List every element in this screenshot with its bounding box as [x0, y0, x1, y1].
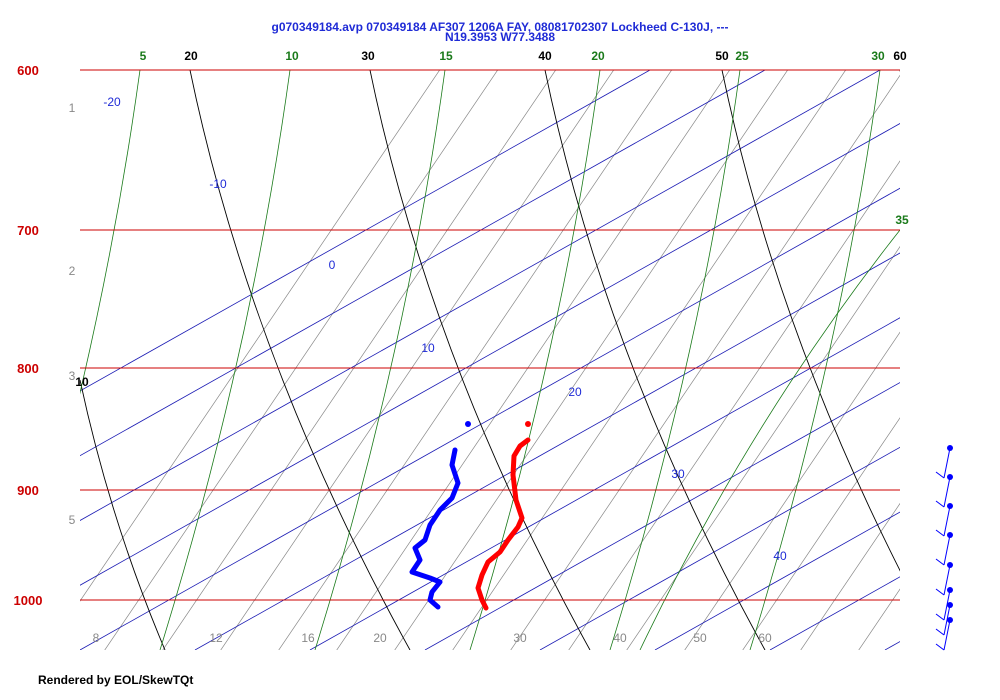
footer-credit: Rendered by EOL/SkewTQt	[38, 673, 194, 687]
dewpoint-point	[465, 421, 471, 427]
pressure-label: 600	[17, 63, 39, 78]
pressure-label: 1000	[14, 593, 43, 608]
isotherm-label: 30	[671, 467, 685, 481]
dry-adiabat-label: 60	[893, 49, 907, 63]
mixing-ratio-line	[104, 70, 499, 650]
isotherm-label: -20	[103, 95, 121, 109]
moist-adiabat-label: 5	[140, 49, 147, 63]
dry-adiabat-label: 30	[361, 49, 375, 63]
dry-adiabat-label: 50	[715, 49, 729, 63]
moist-adiabat-label: 15	[439, 49, 453, 63]
moist-adiabat-label: 20	[591, 49, 605, 63]
isotherm-label: 20	[568, 385, 582, 399]
mixing-ratio-label: 5	[69, 513, 76, 527]
wind-barb-flag	[935, 529, 945, 537]
mixing-ratio-line	[80, 70, 441, 602]
mixing-ratio-line	[910, 40, 1000, 660]
wind-barb-flag	[935, 628, 945, 636]
mixing-ratio-label: 20	[373, 631, 387, 645]
mixing-ratio-line	[220, 70, 615, 650]
moist-adiabat	[314, 70, 446, 650]
isotherm-line	[194, 252, 900, 650]
mixing-ratio-line	[336, 70, 731, 650]
isotherm-line	[80, 70, 651, 392]
dry-adiabat	[544, 70, 766, 650]
wind-barb-flag	[935, 613, 945, 621]
dry-adiabat-label: 40	[538, 49, 552, 63]
isotherm-line	[654, 511, 900, 650]
isotherm-line	[80, 187, 900, 650]
isotherm-line	[539, 446, 900, 650]
mixing-ratio-label: 60	[758, 631, 772, 645]
mixing-ratio-label: 8	[93, 631, 100, 645]
dry-adiabat	[189, 70, 411, 650]
isotherm-line	[769, 576, 900, 650]
mixing-ratio-line	[626, 246, 900, 650]
dewpoint-profile	[409, 447, 461, 610]
wind-barb-staff	[943, 619, 951, 651]
wind-barb-staff	[943, 476, 951, 508]
mixing-ratio-line	[278, 70, 673, 650]
isotherm-label: -10	[209, 177, 227, 191]
mixing-ratio-label: 50	[693, 631, 707, 645]
isotherm-line	[80, 70, 766, 457]
isotherm-label: 40	[773, 549, 787, 563]
isotherm-line	[884, 641, 900, 650]
mixing-ratio-line	[394, 70, 789, 650]
moist-adiabat	[609, 70, 741, 650]
mixing-ratio-label: 1	[69, 101, 76, 115]
isotherm-line	[80, 70, 881, 521]
pressure-label: 800	[17, 361, 39, 376]
wind-barb-staff	[943, 447, 951, 479]
mixing-ratio-label: 16	[301, 631, 315, 645]
mixing-ratio-line	[568, 160, 900, 650]
mixing-ratio-line	[510, 74, 900, 650]
chart-subtitle: N19.3953 W77.3488	[444, 30, 556, 44]
mixing-ratio-line	[800, 502, 900, 650]
dry-adiabat-label: 20	[184, 49, 198, 63]
mixing-ratio-label: 3	[69, 369, 76, 383]
wind-barb-flag	[935, 500, 945, 508]
moist-adiabat	[159, 70, 291, 650]
pressure-label: 900	[17, 483, 39, 498]
pressure-label: 700	[17, 223, 39, 238]
isotherm-line	[309, 317, 900, 650]
chart-title: g070349184.avp 070349184 AF307 1206A FAY…	[271, 20, 729, 34]
isotherm-line	[80, 123, 900, 586]
moist-adiabat	[469, 70, 601, 650]
temperature-profile	[475, 437, 531, 611]
mixing-ratio-line	[684, 331, 900, 650]
dry-adiabat	[369, 70, 591, 650]
wind-barb-flag	[935, 588, 945, 596]
wind-barb-flag	[935, 643, 945, 651]
moist-adiabat	[80, 70, 141, 395]
moist-adiabat	[749, 70, 881, 650]
moist-adiabat-label: 10	[285, 49, 299, 63]
wind-barb-flag	[935, 471, 945, 479]
mixing-ratio-label: 40	[613, 631, 627, 645]
mixing-ratio-label: 2	[69, 264, 76, 278]
dry-adiabat	[80, 379, 166, 650]
mixing-ratio-line	[858, 588, 900, 650]
moist-adiabat-label: 35	[895, 213, 909, 227]
mixing-ratio-label: 12	[209, 631, 223, 645]
mixing-ratio-line	[162, 70, 557, 650]
mixing-ratio-line	[742, 417, 900, 650]
wind-barb-flag	[935, 558, 945, 566]
dry-adiabat-label: 10	[75, 375, 89, 389]
wind-barb-staff	[943, 534, 951, 566]
mixing-ratio-line	[452, 70, 847, 650]
mixing-ratio-label: 30	[513, 631, 527, 645]
temperature-point	[525, 421, 531, 427]
moist-adiabat-label: 25	[735, 49, 749, 63]
isotherm-label: 10	[421, 341, 435, 355]
wind-barb-staff	[943, 505, 951, 537]
moist-adiabat	[639, 229, 900, 650]
isotherm-label: 0	[329, 258, 336, 272]
moist-adiabat-label: 30	[871, 49, 885, 63]
wind-barb-staff	[943, 564, 951, 596]
dry-adiabat	[721, 70, 900, 572]
isotherm-line	[424, 382, 900, 650]
